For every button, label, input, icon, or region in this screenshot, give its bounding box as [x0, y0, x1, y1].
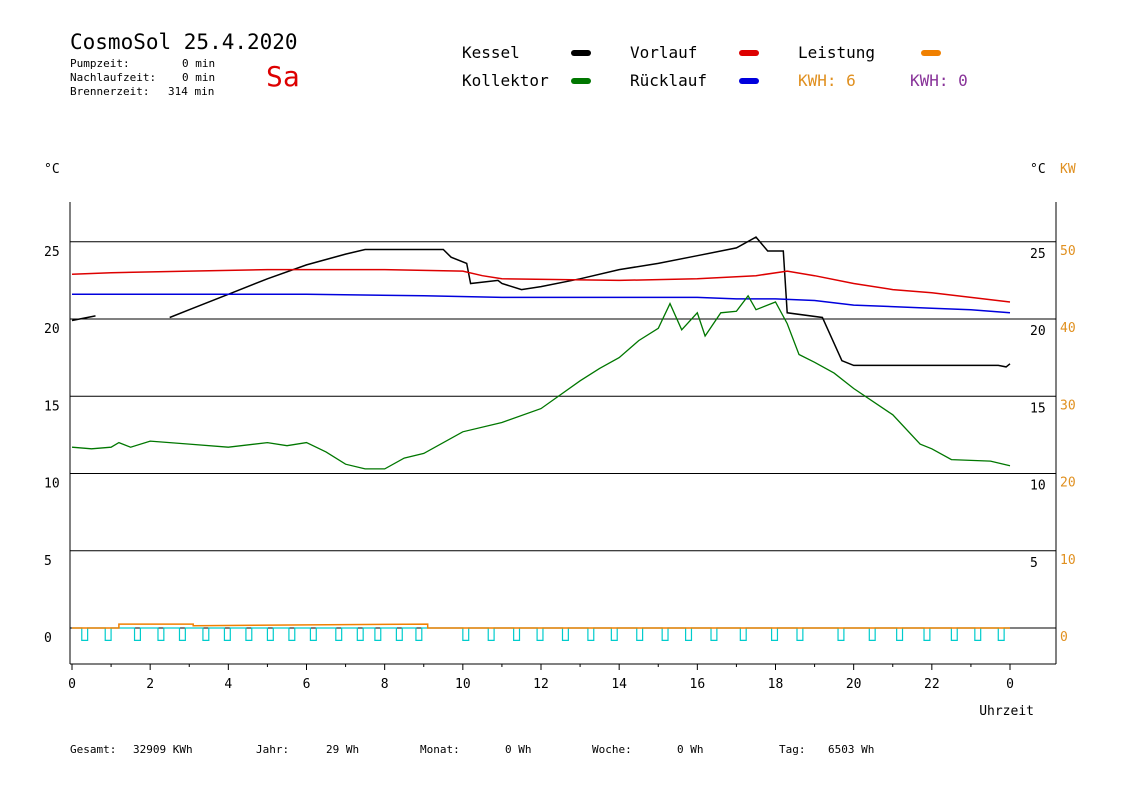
- series-line-ruecklauf: [72, 293, 1011, 314]
- legend-kwh-total: KWH: 6: [798, 71, 856, 90]
- y-right-c-tick-label: 10: [1030, 479, 1046, 494]
- y-right-kw-tick-label: 30: [1060, 398, 1076, 413]
- x-tick-label: 2: [146, 677, 154, 692]
- y-right-kw-unit: KW: [1060, 162, 1076, 177]
- y-left-tick-label: 20: [44, 322, 60, 337]
- stat-brennerzeit-value: 314 min: [168, 85, 215, 98]
- footer-monat-value: 0 Wh: [505, 743, 532, 756]
- footer-monat-label: Monat:: [420, 743, 460, 756]
- y-right-kw-tick-label: 40: [1060, 321, 1076, 336]
- x-tick-label: 18: [768, 677, 784, 692]
- y-right-kw-tick-label: 20: [1060, 476, 1076, 491]
- legend-kollektor-swatch: [571, 78, 591, 84]
- x-tick-label: 4: [224, 677, 232, 692]
- footer-woche-value: 0 Wh: [677, 743, 704, 756]
- y-right-kw-tick-label: 0: [1060, 630, 1068, 645]
- pump-pulse-line: [72, 627, 1010, 641]
- stat-nachlaufzeit-value: 0 min: [182, 71, 216, 84]
- legend-ruecklauf-label: Rücklauf: [630, 71, 708, 90]
- x-tick-label: 16: [690, 677, 706, 692]
- y-left-tick-label: 25: [44, 245, 60, 260]
- y-right-c-tick-label: 25: [1030, 247, 1046, 262]
- x-tick-label: 12: [533, 677, 549, 692]
- footer-jahr-label: Jahr:: [256, 743, 290, 756]
- x-tick-label: 22: [924, 677, 940, 692]
- x-tick-label: 0: [1006, 677, 1014, 692]
- x-tick-label: 8: [381, 677, 389, 692]
- series-line-kollektor: [71, 294, 1011, 470]
- y-left-tick-label: 10: [44, 477, 60, 492]
- series-line-leistung: [72, 623, 1010, 629]
- legend-vorlauf-swatch: [739, 50, 759, 56]
- legend-vorlauf-label: Vorlauf: [630, 43, 698, 62]
- footer-tag-value: 6503 Wh: [828, 743, 875, 756]
- y-left-tick-label: 15: [44, 399, 60, 414]
- series-line-kessel: [71, 236, 1011, 368]
- x-tick-label: 0: [68, 677, 76, 692]
- legend-ruecklauf-swatch: [739, 78, 759, 84]
- y-right-c-unit: °C: [1030, 162, 1046, 177]
- y-left-unit: °C: [44, 162, 60, 177]
- series-line-vorlauf: [71, 268, 1011, 303]
- footer-gesamt-label: Gesamt:: [70, 743, 117, 756]
- x-tick-label: 10: [455, 677, 471, 692]
- stat-brennerzeit-label: Brennerzeit:: [70, 85, 150, 98]
- stat-pumpzeit-label: Pumpzeit:: [70, 57, 130, 70]
- y-right-c-tick-label: 5: [1030, 556, 1038, 571]
- y-right-c-tick-label: 15: [1030, 401, 1046, 416]
- y-left-tick-label: 5: [44, 554, 52, 569]
- legend-leistung-label: Leistung: [798, 43, 876, 62]
- x-tick-label: 6: [303, 677, 311, 692]
- legend-kollektor-label: Kollektor: [462, 71, 549, 90]
- legend-kwh-secondary: KWH: 0: [910, 71, 968, 90]
- y-right-kw-tick-label: 10: [1060, 553, 1076, 568]
- footer-woche-label: Woche:: [592, 743, 632, 756]
- stat-nachlaufzeit-label: Nachlaufzeit:: [70, 71, 157, 84]
- footer-gesamt-value: 32909 KWh: [133, 743, 193, 756]
- footer-tag-label: Tag:: [779, 743, 806, 756]
- legend-kessel-swatch: [571, 50, 591, 56]
- legend-kessel-label: Kessel: [462, 43, 520, 62]
- footer-jahr-value: 29 Wh: [326, 743, 360, 756]
- legend-leistung-swatch: [921, 50, 941, 56]
- x-axis-label: Uhrzeit: [979, 704, 1034, 719]
- stat-pumpzeit-value: 0 min: [182, 57, 216, 70]
- y-right-c-tick-label: 20: [1030, 324, 1046, 339]
- chart-title: CosmoSol 25.4.2020: [70, 30, 298, 54]
- y-left-tick-label: 0: [44, 631, 52, 646]
- x-tick-label: 14: [611, 677, 627, 692]
- weekday-label: Sa: [266, 60, 300, 93]
- x-tick-label: 20: [846, 677, 862, 692]
- y-right-kw-tick-label: 50: [1060, 244, 1076, 259]
